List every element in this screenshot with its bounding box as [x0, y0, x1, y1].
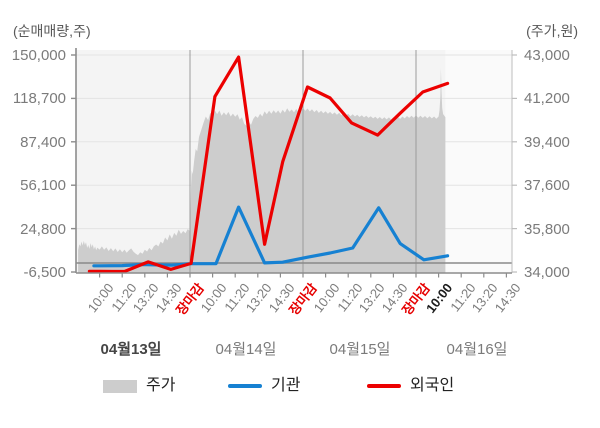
left-axis-tick-label: -6,500: [23, 264, 66, 281]
right-axis-tick-label: 41,200: [524, 90, 570, 108]
right-axis-tick-label: 43,000: [524, 47, 570, 64]
foreigner-line-swatch-icon: [367, 384, 401, 388]
right-axis-tick-label: 39,400: [524, 133, 570, 151]
date-label-day3: 04월15일: [329, 341, 391, 358]
plot-background-nodata: [445, 50, 512, 273]
institution-line-swatch-icon: [228, 384, 262, 388]
right-axis-title: (주가,원): [526, 23, 578, 39]
legend: 주가 기관 외국인: [0, 374, 600, 398]
right-axis-tick-label: 35,800: [524, 220, 570, 238]
left-axis-tick-label: 24,800: [20, 220, 66, 238]
date-label-day1: 04월13일: [100, 341, 162, 358]
right-axis-tick-label: 37,600: [524, 177, 570, 195]
legend-item-price: 주가: [103, 374, 175, 398]
left-axis-tick-label: 56,100: [20, 177, 66, 195]
price-area-series: [78, 68, 446, 273]
legend-label-foreigner: 외국인: [410, 377, 455, 394]
left-axis-tick-label: 118,700: [12, 90, 66, 108]
legend-item-foreigner: 외국인: [367, 374, 454, 398]
left-axis-tick-label: 150,000: [11, 47, 66, 64]
date-label-day4: 04월16일: [446, 341, 508, 358]
left-axis-title: (순매매량,주): [13, 23, 91, 39]
legend-item-institution: 기관: [228, 374, 300, 398]
foreigner-line-series: [87, 55, 450, 274]
legend-label-institution: 기관: [271, 377, 301, 394]
right-axis-tick-label: 34,000: [524, 264, 570, 281]
legend-label-price: 주가: [146, 377, 176, 394]
price-area-swatch-icon: [103, 379, 137, 393]
left-axis-tick-label: 87,400: [20, 133, 66, 151]
date-label-day2: 04월14일: [215, 341, 277, 358]
